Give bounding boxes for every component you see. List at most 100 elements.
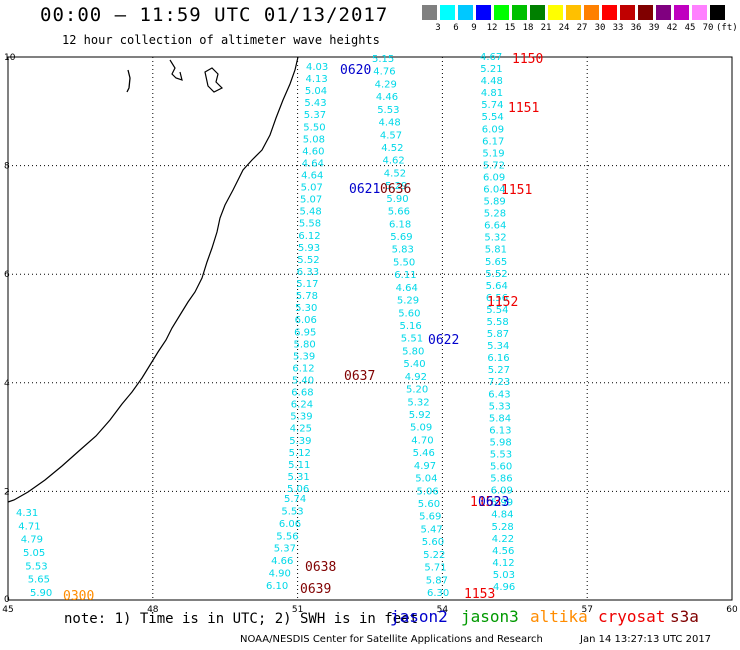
wave-height-value: 5.83 [392,245,414,256]
wave-height-value: 5.39 [290,412,312,423]
island-shape [169,59,183,81]
pass-time-label: 0638 [305,560,336,575]
wave-height-value: 6.06 [295,315,317,326]
wave-height-value: 5.64 [486,281,508,292]
wave-height-value: 5.08 [303,134,325,145]
wave-height-value: 5.17 [296,279,318,290]
wave-height-value: 5.98 [490,438,512,449]
wave-height-value: 5.09 [410,423,432,434]
wave-height-value: 4.31 [16,508,38,519]
legend-item-jason3: jason3 [461,607,519,626]
wave-height-value: 5.93 [298,243,320,254]
wave-height-value: 4.64 [301,171,323,182]
wave-height-value: 4.25 [290,424,312,435]
legend-item-s3a: s3a [670,607,699,626]
pass-time-label: 0300 [63,589,94,604]
pass-time-label: 1153 [470,495,501,510]
pass-time-label: 0636 [380,182,411,197]
x-tick-label: 48 [147,605,159,615]
x-tick-label: 57 [581,605,592,615]
wave-height-value: 5.65 [485,257,507,268]
scale-label: 24 [558,23,570,33]
wave-height-value: 5.69 [390,232,412,243]
wave-height-value: 6.06 [279,519,301,530]
wave-height-value: 4.52 [381,143,403,154]
wave-height-value: 5.89 [484,197,506,208]
wave-height-value: 5.48 [300,207,322,218]
x-tick-label: 45 [2,605,13,615]
wave-height-value: 6.09 [483,173,505,184]
wave-height-value: 6.16 [487,353,509,364]
legend-item-cryosat: cryosat [598,607,666,626]
wave-height-value: 5.05 [23,548,45,559]
wave-height-value: 5.39 [289,436,311,447]
wave-height-value: 5.29 [397,296,419,307]
legend-item-jason2: jason2 [390,607,448,626]
wave-height-value: 6.09 [491,486,513,497]
wave-height-value: 6.10 [266,581,288,592]
wave-height-value: 4.96 [493,582,515,593]
wave-height-value: 5.50 [303,122,325,133]
wave-height-value: 4.48 [379,118,401,129]
scale-label: 27 [576,23,588,33]
wave-height-value: 4.60 [302,146,324,157]
wave-height-value: 5.16 [400,321,422,332]
pass-time-label: 0622 [428,333,459,348]
map-subtitle: 12 hour collection of altimeter wave hei… [62,33,380,47]
scale-swatch [692,5,707,20]
wave-height-value: 5.46 [413,448,435,459]
wave-height-value: 5.31 [288,472,310,483]
y-tick-label: 4 [4,379,10,389]
wave-height-value: 5.80 [294,339,316,350]
wave-height-value: 5.28 [484,209,506,220]
wave-height-value: 5.29 [385,181,407,192]
wave-height-value: 5.28 [492,522,514,533]
wave-height-value: 6.33 [297,267,319,278]
wave-height-value: 4.48 [481,76,503,87]
wave-height-value: 6.56 [486,293,508,304]
wave-height-value: 5.53 [25,561,47,572]
wave-height-value: 4.81 [481,88,503,99]
wave-height-value: 5.19 [482,148,504,159]
scale-label: 36 [630,23,642,33]
wave-height-value: 6.13 [489,425,511,436]
scale-swatch [440,5,455,20]
scale-swatch [638,5,653,20]
wave-height-value: 4.84 [491,510,513,521]
scale-swatch [422,5,437,20]
wave-height-value: 5.30 [295,303,317,314]
wave-height-value: 5.74 [284,494,306,505]
scale-swatch [530,5,545,20]
scale-label: 30 [594,23,606,33]
wave-height-tracks: 4.314.714.795.055.535.655.905.745.536.06… [16,52,515,599]
wave-height-value: 4.64 [302,159,324,170]
wave-height-value: 4.62 [383,156,405,167]
wave-height-value: 5.43 [304,98,326,109]
wave-height-value: 5.81 [485,245,507,256]
wave-height-value: 5.54 [482,112,504,123]
wave-height-value: 5.21 [480,64,502,75]
wave-height-value: 5.32 [484,233,506,244]
wave-height-value: 6.17 [482,136,504,147]
scale-swatch [710,5,725,20]
scale-swatch [674,5,689,20]
wave-height-value: 5.87 [426,575,448,586]
wave-height-value: 5.58 [487,317,509,328]
wave-height-value: 6.30 [427,588,449,599]
wave-height-value: 6.04 [483,185,505,196]
wave-height-value: 6.12 [298,231,320,242]
scale-swatch [476,5,491,20]
wave-height-value: 5.34 [487,341,509,352]
wave-height-value: 6.11 [394,270,416,281]
scale-label: 42 [666,23,678,33]
pass-time-label: 0623 [478,495,509,510]
wave-height-value: 6.68 [291,388,313,399]
map-title: 00:00 – 11:59 UTC 01/13/2017 [40,4,389,26]
wave-height-value: 5.52 [297,255,319,266]
scale-label: 21 [540,23,552,33]
wave-height-value: 5.60 [490,462,512,473]
scale-label: 9 [471,23,477,33]
wave-height-value: 5.92 [409,410,431,421]
wave-height-value: 5.53 [281,506,303,517]
scale-swatch [494,5,509,20]
